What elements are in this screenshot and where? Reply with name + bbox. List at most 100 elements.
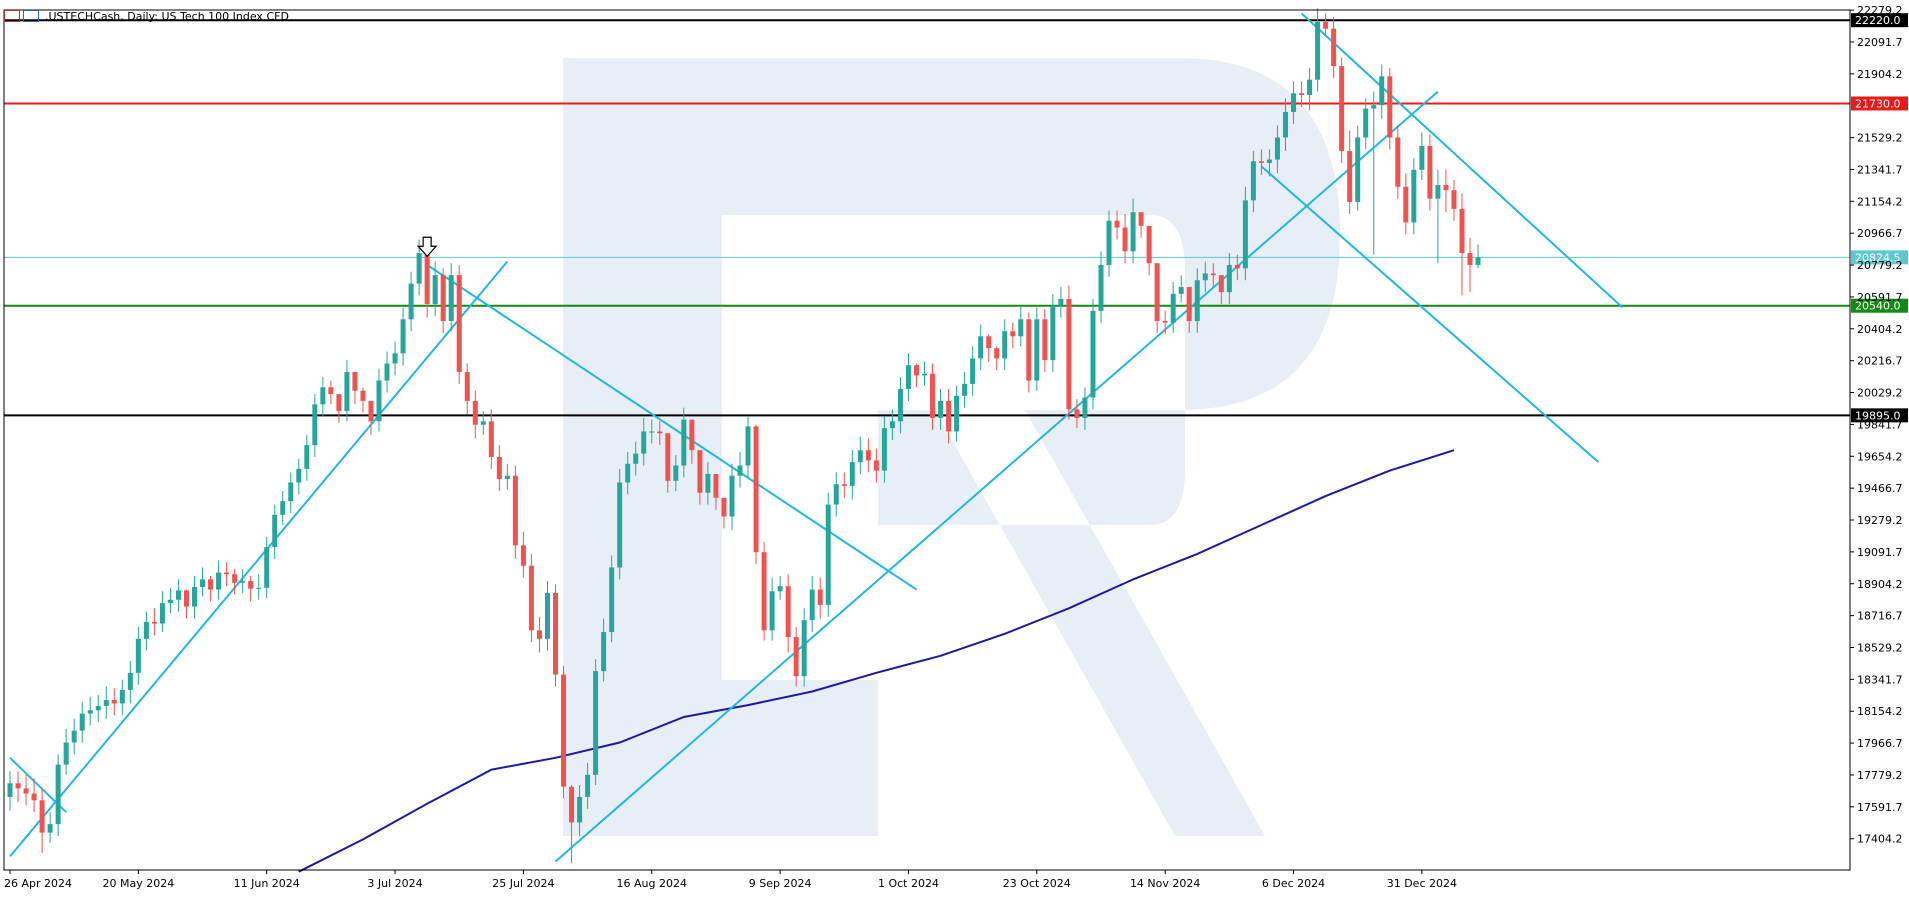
- candle[interactable]: [865, 438, 871, 473]
- candle[interactable]: [1074, 399, 1080, 429]
- candle[interactable]: [1122, 213, 1128, 264]
- candle[interactable]: [1403, 173, 1409, 235]
- candle[interactable]: [1451, 179, 1457, 221]
- candle[interactable]: [1427, 134, 1433, 211]
- candle[interactable]: [1058, 287, 1064, 318]
- candle[interactable]: [1411, 157, 1417, 235]
- candle[interactable]: [296, 458, 302, 495]
- candle[interactable]: [1266, 149, 1272, 177]
- candle[interactable]: [769, 577, 775, 641]
- candle[interactable]: [1347, 130, 1353, 214]
- candle[interactable]: [1202, 261, 1208, 293]
- candle[interactable]: [79, 701, 85, 743]
- candle[interactable]: [7, 771, 13, 811]
- candle[interactable]: [143, 611, 149, 651]
- candle[interactable]: [649, 419, 655, 444]
- candle[interactable]: [1371, 91, 1377, 255]
- candle[interactable]: [905, 353, 911, 401]
- candle[interactable]: [71, 718, 77, 755]
- candle[interactable]: [544, 581, 550, 651]
- candle[interactable]: [167, 587, 173, 614]
- candle[interactable]: [809, 575, 815, 633]
- candle[interactable]: [1315, 8, 1321, 92]
- candle[interactable]: [1098, 251, 1104, 323]
- candle[interactable]: [1419, 132, 1425, 180]
- candle[interactable]: [472, 390, 478, 439]
- candle[interactable]: [528, 553, 534, 643]
- candle[interactable]: [1154, 263, 1160, 333]
- candle[interactable]: [280, 490, 286, 525]
- candle[interactable]: [1250, 151, 1256, 213]
- candle[interactable]: [23, 774, 29, 806]
- trend-line-downtrend-1[interactable]: [426, 264, 918, 591]
- candle[interactable]: [689, 419, 695, 464]
- candle[interactable]: [713, 473, 719, 510]
- candle[interactable]: [95, 694, 101, 723]
- candle[interactable]: [1307, 67, 1313, 111]
- candle[interactable]: [111, 688, 117, 716]
- candle[interactable]: [1050, 293, 1056, 373]
- candle[interactable]: [745, 416, 751, 478]
- chart-type-icon[interactable]: [4, 10, 20, 22]
- candle[interactable]: [1475, 244, 1481, 269]
- candle[interactable]: [617, 468, 623, 580]
- candle[interactable]: [384, 351, 390, 393]
- candle[interactable]: [721, 497, 727, 529]
- candle[interactable]: [55, 754, 61, 837]
- candle[interactable]: [536, 616, 542, 653]
- candle[interactable]: [609, 555, 615, 643]
- candle[interactable]: [1082, 387, 1088, 430]
- candle[interactable]: [1218, 275, 1224, 305]
- candle[interactable]: [352, 372, 358, 405]
- candle[interactable]: [569, 785, 575, 864]
- candle[interactable]: [994, 346, 1000, 371]
- candle[interactable]: [1130, 198, 1136, 264]
- candle[interactable]: [873, 448, 879, 483]
- candle[interactable]: [256, 574, 262, 600]
- candle[interactable]: [946, 389, 952, 444]
- candle[interactable]: [288, 472, 294, 514]
- candle[interactable]: [424, 253, 430, 318]
- candle[interactable]: [897, 377, 903, 434]
- candle[interactable]: [1018, 305, 1024, 347]
- candle[interactable]: [849, 450, 855, 500]
- candle[interactable]: [633, 441, 639, 476]
- symbol-icon[interactable]: [23, 10, 39, 22]
- candle[interactable]: [192, 575, 198, 619]
- candle[interactable]: [1395, 125, 1401, 199]
- candle[interactable]: [15, 771, 21, 803]
- candle[interactable]: [1355, 125, 1361, 211]
- candle[interactable]: [625, 451, 631, 495]
- candle[interactable]: [31, 778, 37, 813]
- candle[interactable]: [552, 584, 558, 687]
- candle[interactable]: [408, 271, 414, 332]
- candle[interactable]: [480, 411, 486, 435]
- candle[interactable]: [1146, 225, 1152, 276]
- candle[interactable]: [673, 455, 679, 491]
- candle[interactable]: [159, 591, 165, 633]
- candle[interactable]: [889, 409, 895, 440]
- candle[interactable]: [151, 608, 157, 636]
- candle[interactable]: [1090, 298, 1096, 410]
- candle[interactable]: [200, 567, 206, 597]
- candle[interactable]: [833, 472, 839, 517]
- candle[interactable]: [1066, 285, 1072, 420]
- candle[interactable]: [312, 394, 318, 457]
- candle[interactable]: [881, 416, 887, 483]
- candle[interactable]: [1138, 212, 1144, 238]
- candle[interactable]: [304, 434, 310, 481]
- candle[interactable]: [841, 472, 847, 498]
- candle[interactable]: [47, 812, 53, 843]
- candle[interactable]: [1282, 98, 1288, 152]
- candle[interactable]: [986, 334, 992, 362]
- candle[interactable]: [561, 666, 567, 799]
- candle[interactable]: [216, 560, 222, 600]
- candle[interactable]: [657, 421, 663, 446]
- candle[interactable]: [954, 385, 960, 442]
- candle[interactable]: [825, 492, 831, 617]
- candle[interactable]: [87, 696, 93, 726]
- candle[interactable]: [1034, 307, 1040, 391]
- candle[interactable]: [264, 536, 270, 599]
- candle[interactable]: [103, 686, 109, 719]
